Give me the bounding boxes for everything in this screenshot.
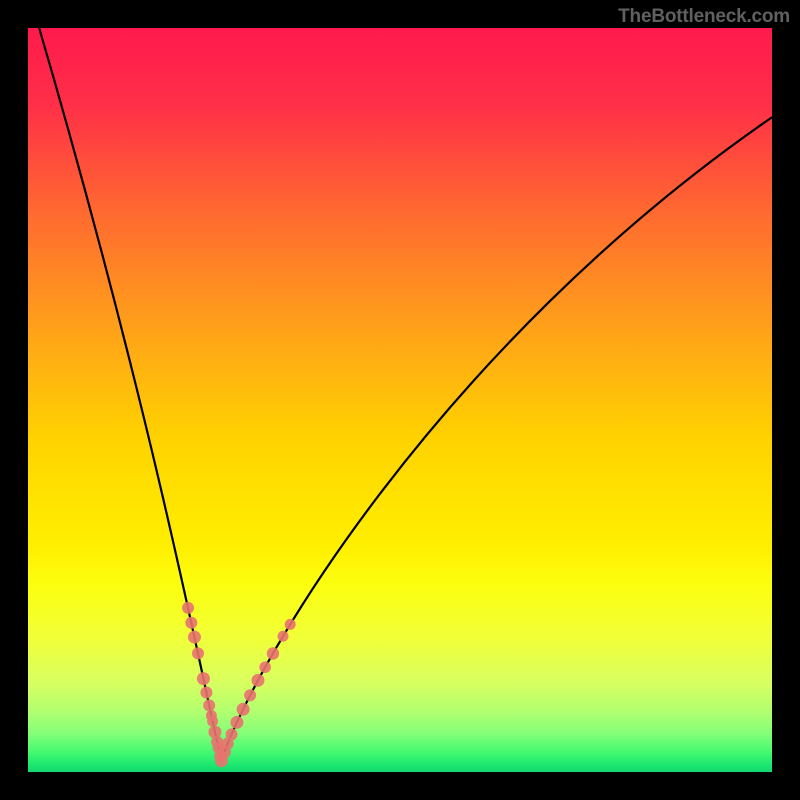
chart-frame: TheBottleneck.com — [0, 0, 800, 800]
plot-area — [28, 28, 772, 772]
watermark-text: TheBottleneck.com — [618, 6, 790, 28]
gradient-background — [28, 28, 772, 772]
